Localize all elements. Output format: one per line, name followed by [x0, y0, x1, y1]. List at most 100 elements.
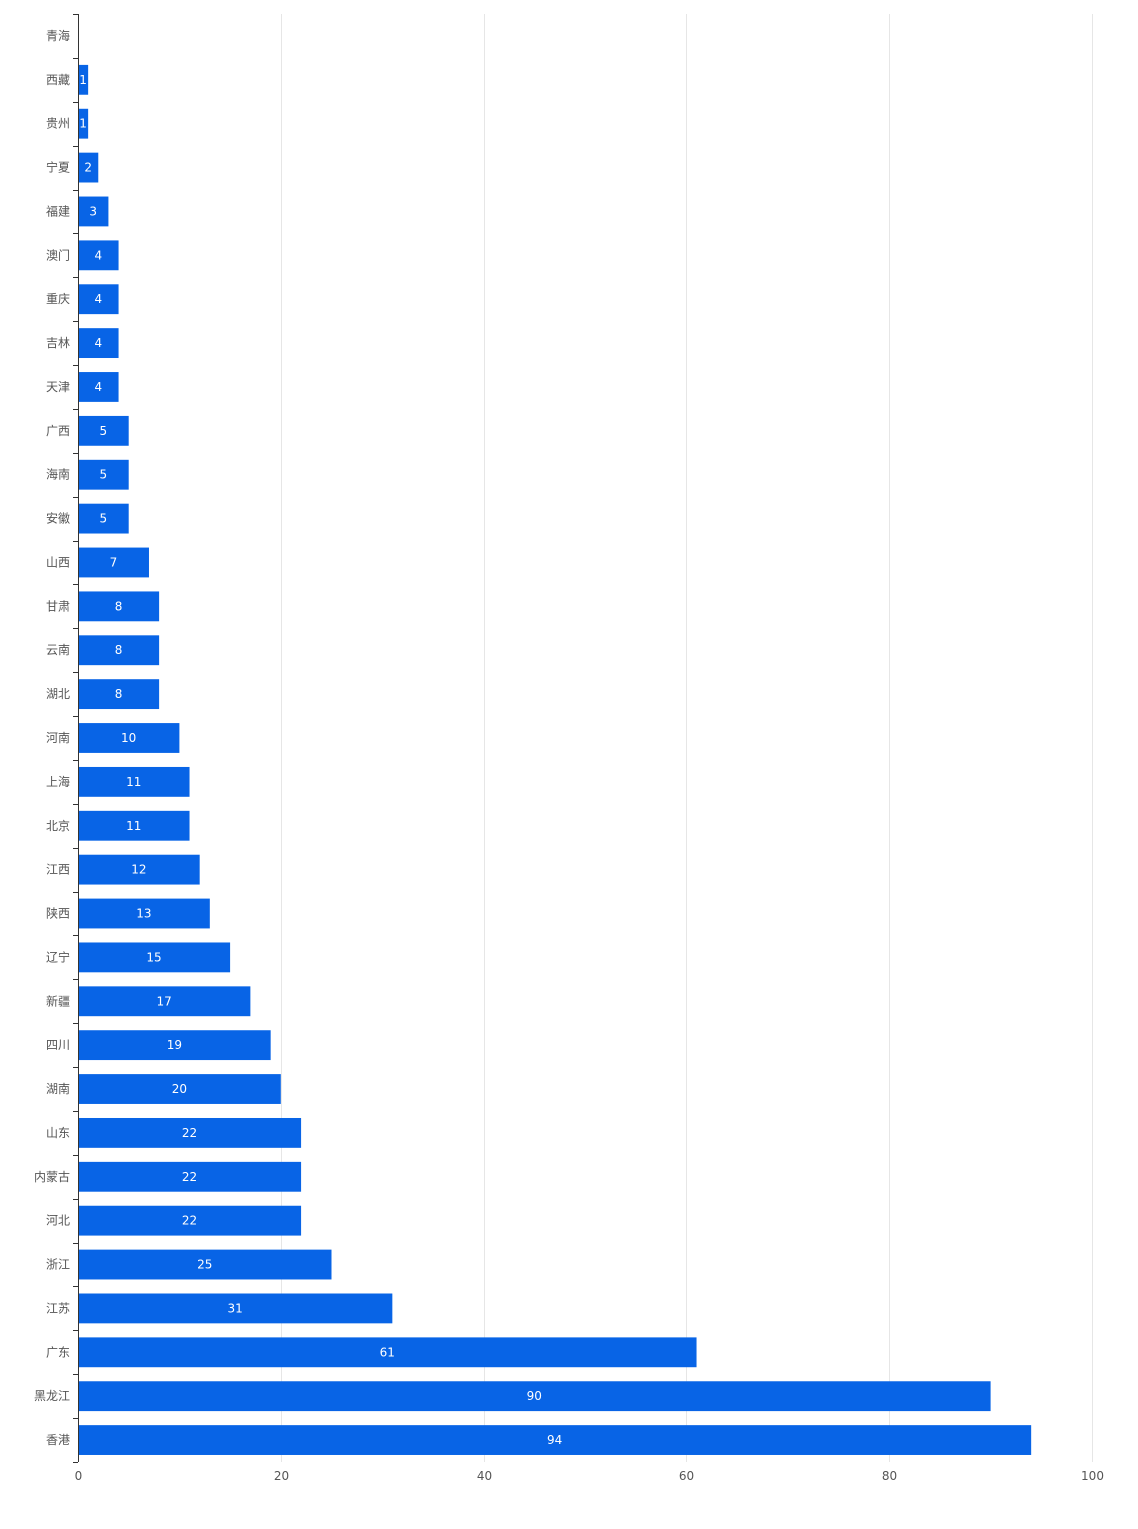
data-label: 25: [197, 1258, 212, 1272]
category-label: 江西: [46, 863, 70, 877]
category-label: 广东: [46, 1345, 70, 1359]
bar: [78, 766, 190, 797]
data-label: 10: [121, 731, 136, 745]
category-label: 甘肃: [46, 599, 70, 613]
data-label: 11: [126, 775, 141, 789]
bar: [78, 196, 109, 227]
data-label: 3: [89, 204, 97, 218]
data-label: 31: [228, 1301, 243, 1315]
category-label: 湖北: [46, 686, 70, 701]
category-label: 内蒙古: [34, 1169, 70, 1184]
x-tick-label: 0: [75, 1469, 83, 1483]
data-label: 94: [547, 1433, 562, 1447]
category-label: 山西: [46, 555, 70, 569]
bar: [78, 152, 99, 183]
bar: [78, 1337, 697, 1368]
axis-layer: 0 20 40 60 80 100 青海西藏贵州宁夏福建澳门重庆吉林天津广西海南安徽山西甘肃…: [34, 14, 1104, 1483]
bar: [78, 1030, 271, 1061]
bar: [78, 415, 129, 446]
bar: [78, 108, 89, 139]
data-label: 2: [84, 161, 92, 175]
x-tick-label: 40: [477, 1469, 492, 1483]
category-label: 湖南: [46, 1081, 70, 1096]
bar: [78, 240, 119, 271]
data-label: 22: [182, 1170, 197, 1184]
category-label: 青海: [46, 28, 70, 43]
bar: [78, 679, 160, 710]
category-label: 广西: [46, 424, 70, 438]
bar: [78, 1381, 991, 1412]
data-label: 15: [146, 950, 161, 964]
category-label: 澳门: [46, 247, 70, 262]
data-label: 61: [380, 1345, 395, 1359]
data-label: 13: [136, 907, 151, 921]
category-label: 吉林: [46, 336, 70, 350]
data-label: 20: [172, 1082, 187, 1096]
bar: [78, 64, 89, 95]
data-label: 8: [115, 599, 123, 613]
bar: [78, 1074, 281, 1104]
category-label: 西藏: [46, 73, 70, 87]
category-label: 江苏: [46, 1301, 70, 1315]
category-label: 北京: [46, 819, 70, 833]
category-label: 贵州: [46, 117, 70, 131]
x-tick-label: 80: [882, 1469, 897, 1483]
category-label: 四川: [46, 1038, 70, 1052]
bar: [78, 1205, 302, 1236]
data-label: 8: [115, 687, 123, 701]
category-label: 辽宁: [46, 949, 70, 964]
category-label: 浙江: [46, 1258, 70, 1272]
data-label: 1: [79, 73, 87, 87]
bar: [78, 723, 180, 753]
category-label: 天津: [46, 380, 70, 394]
bar: [78, 854, 200, 885]
data-label: 5: [100, 512, 108, 526]
data-label: 22: [182, 1126, 197, 1140]
bar: [78, 810, 190, 841]
data-label: 12: [131, 863, 146, 877]
bar: [78, 372, 119, 402]
category-label: 香港: [46, 1433, 70, 1447]
x-tick-label: 20: [274, 1469, 289, 1483]
bar: [78, 898, 210, 929]
bar: [78, 459, 129, 490]
bar: [78, 1293, 393, 1324]
category-label: 福建: [46, 203, 70, 218]
category-label: 安徽: [46, 511, 70, 526]
bar: [78, 986, 251, 1017]
bar: [78, 547, 149, 578]
category-label: 山东: [46, 1126, 70, 1140]
category-label: 河南: [46, 730, 70, 745]
data-label: 1: [79, 117, 87, 131]
bar: [78, 635, 160, 666]
bar: [78, 1117, 302, 1148]
bar: [78, 503, 129, 534]
category-label: 上海: [46, 774, 70, 789]
data-label: 4: [94, 336, 102, 350]
category-label: 新疆: [46, 993, 70, 1008]
category-label: 陕西: [46, 906, 70, 921]
bar: [78, 591, 160, 622]
data-label: 7: [110, 555, 118, 569]
x-tick-label: 60: [679, 1469, 694, 1483]
data-label: 90: [527, 1389, 542, 1403]
x-tick-label: 100: [1081, 1469, 1104, 1483]
data-label: 22: [182, 1214, 197, 1228]
bar: [78, 284, 119, 315]
category-label: 宁夏: [46, 160, 70, 175]
category-label: 河北: [46, 1214, 70, 1228]
bar: [78, 942, 231, 973]
bar: [78, 328, 119, 359]
data-label: 19: [167, 1038, 182, 1052]
data-label: 17: [157, 994, 172, 1008]
bar: [78, 1249, 332, 1280]
category-label: 黑龙江: [34, 1389, 70, 1403]
data-label: 4: [94, 292, 102, 306]
category-label: 云南: [46, 642, 70, 657]
bar: [78, 1425, 1032, 1455]
data-label: 8: [115, 643, 123, 657]
bar: [78, 1161, 302, 1192]
grid-layer: [281, 14, 1093, 1462]
data-label: 5: [100, 468, 108, 482]
